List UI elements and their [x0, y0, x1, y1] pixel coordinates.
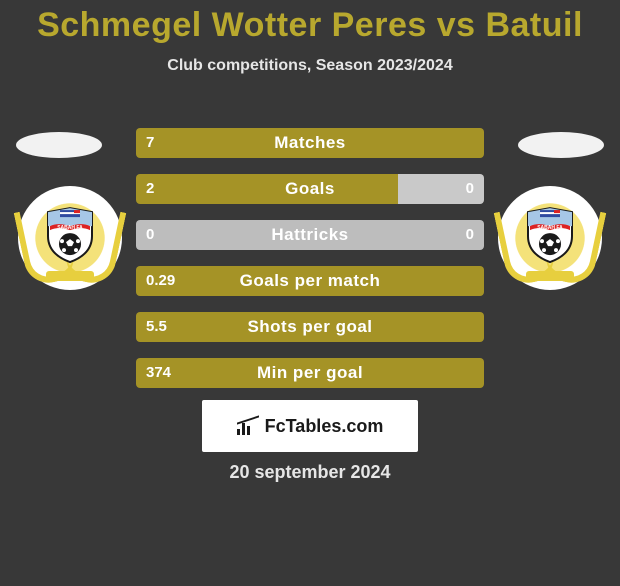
player-photo-placeholder-right [518, 132, 604, 158]
svg-text:SABAH FA: SABAH FA [537, 225, 563, 231]
stat-bars: 7Matches 20Goals 00Hattricks 0.29Goals per … [136, 128, 484, 404]
stat-label: Goals [136, 174, 484, 204]
stat-label: Shots per goal [136, 312, 484, 342]
player-photo-placeholder-left [16, 132, 102, 158]
club-crest-left: SABAH FA [18, 186, 122, 290]
brand-tag[interactable]: FcTables.com [202, 400, 418, 452]
stat-row-hattricks: 00Hattricks [136, 220, 484, 250]
stat-row-matches: 7Matches [136, 128, 484, 158]
crest-graphic: SABAH FA [505, 193, 595, 283]
club-crest-right: SABAH FA [498, 186, 602, 290]
shield-icon: SABAH FA [44, 206, 96, 264]
subtitle: Club competitions, Season 2023/2024 [0, 57, 620, 75]
stat-label: Min per goal [136, 358, 484, 388]
stat-row-shots-per-goal: 5.5Shots per goal [136, 312, 484, 342]
stat-label: Goals per match [136, 266, 484, 296]
date-text: 20 september 2024 [0, 462, 620, 483]
stat-label: Hattricks [136, 220, 484, 250]
brand-text: FcTables.com [265, 416, 384, 437]
shield-icon: SABAH FA [524, 206, 576, 264]
svg-text:SABAH FA: SABAH FA [57, 225, 83, 231]
stat-row-goals-per-match: 0.29Goals per match [136, 266, 484, 296]
brand-chart-icon [237, 417, 259, 435]
ribbon-icon [46, 271, 94, 281]
stat-row-goals: 20Goals [136, 174, 484, 204]
crest-graphic: SABAH FA [25, 193, 115, 283]
stat-row-min-per-goal: 374Min per goal [136, 358, 484, 388]
stat-label: Matches [136, 128, 484, 158]
ribbon-icon [526, 271, 574, 281]
page-title: Schmegel Wotter Peres vs Batuil [0, 6, 620, 45]
stats-card: Schmegel Wotter Peres vs Batuil Club com… [0, 6, 620, 586]
